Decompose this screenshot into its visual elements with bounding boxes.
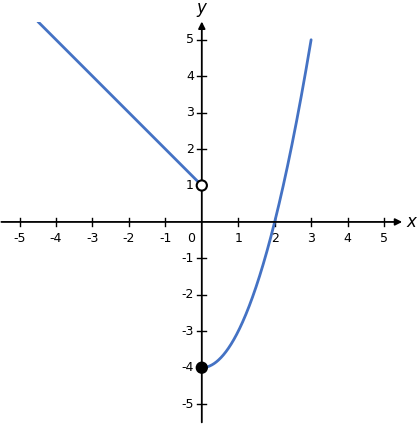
Text: 3: 3: [307, 232, 315, 245]
Text: -4: -4: [181, 361, 194, 374]
Text: -3: -3: [181, 325, 194, 338]
Text: -4: -4: [50, 232, 62, 245]
Text: -3: -3: [86, 232, 99, 245]
Text: 2: 2: [271, 232, 279, 245]
Text: 3: 3: [186, 106, 194, 119]
Text: 0: 0: [187, 232, 195, 245]
Text: x: x: [407, 213, 417, 231]
Text: 5: 5: [186, 33, 194, 46]
Text: -5: -5: [13, 232, 26, 245]
Text: 1: 1: [186, 179, 194, 192]
Text: 2: 2: [186, 142, 194, 156]
Text: -5: -5: [181, 398, 194, 410]
Circle shape: [197, 180, 207, 191]
Text: y: y: [197, 0, 207, 17]
Circle shape: [197, 363, 207, 373]
Text: -1: -1: [181, 252, 194, 265]
Text: 4: 4: [186, 70, 194, 83]
Text: -1: -1: [159, 232, 171, 245]
Text: -2: -2: [123, 232, 135, 245]
Text: 1: 1: [234, 232, 242, 245]
Text: -2: -2: [181, 288, 194, 301]
Text: 5: 5: [380, 232, 388, 245]
Text: 4: 4: [344, 232, 352, 245]
